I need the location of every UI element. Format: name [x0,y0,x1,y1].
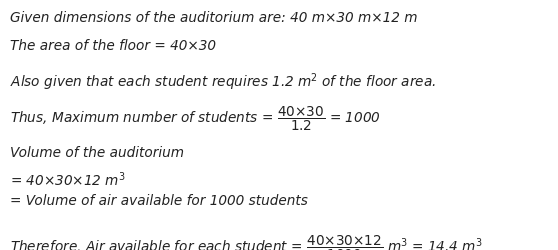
Text: = 40×30×12 m$^3$: = 40×30×12 m$^3$ [10,170,126,188]
Text: Given dimensions of the auditorium are: 40 m×30 m×12 m: Given dimensions of the auditorium are: … [10,11,417,25]
Text: The area of the floor = 40×30: The area of the floor = 40×30 [10,39,216,53]
Text: Volume of the auditorium: Volume of the auditorium [10,146,184,160]
Text: Also given that each student requires 1.2 m$^2$ of the floor area.: Also given that each student requires 1.… [10,71,436,93]
Text: Therefore, Air available for each student = $\dfrac{40×30×12}{1000}$ m$^3$ = 14.: Therefore, Air available for each studen… [10,234,483,250]
Text: Thus, Maximum number of students = $\dfrac{40×30}{1.2}$ = 1000: Thus, Maximum number of students = $\dfr… [10,105,381,133]
Text: = Volume of air available for 1000 students: = Volume of air available for 1000 stude… [10,194,308,208]
